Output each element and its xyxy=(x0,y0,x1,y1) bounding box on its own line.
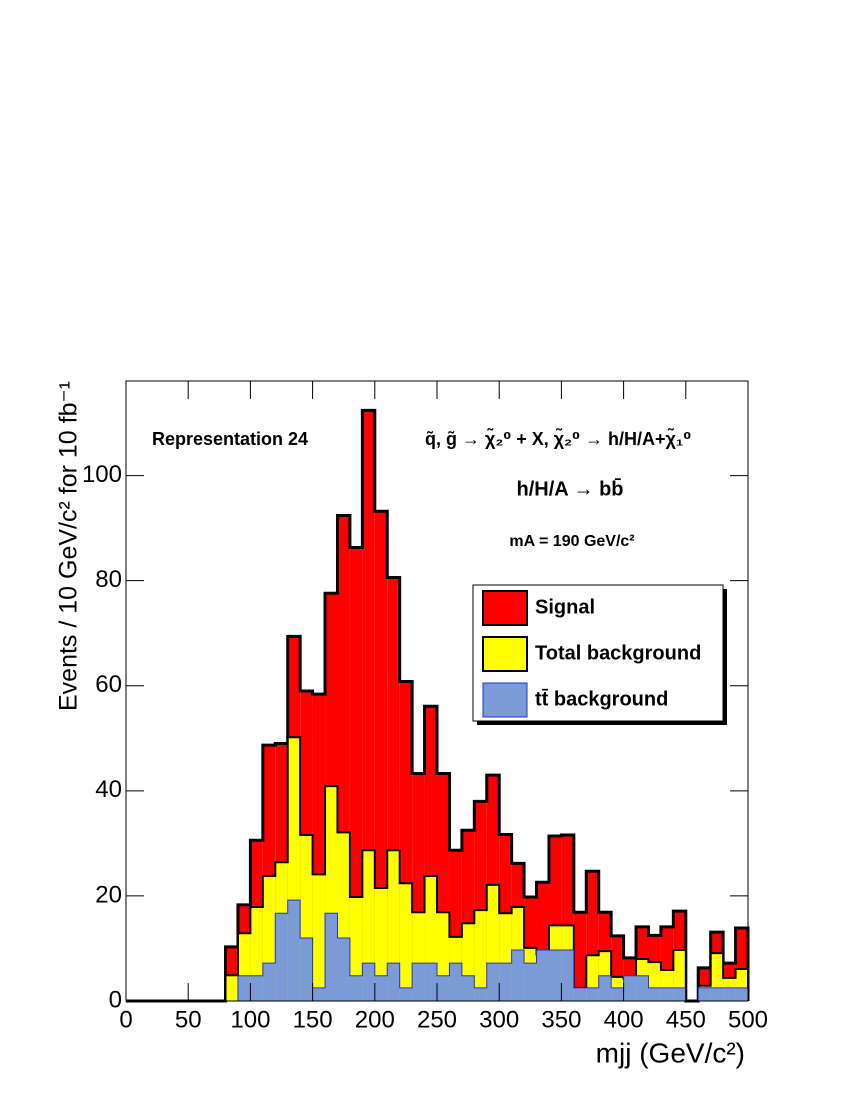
histogram-bar xyxy=(300,937,313,1001)
annotation: h/H/A → bb̄ xyxy=(516,478,623,500)
histogram-bar xyxy=(461,975,475,1001)
annotation: q̃, g̃ → χ̃₂⁰ + X, χ̃₂⁰ → h/H/A+χ̃₁⁰ xyxy=(425,427,691,449)
histogram-bar xyxy=(548,950,562,1001)
histogram-bar xyxy=(573,912,587,1001)
histogram-bar xyxy=(735,987,748,1001)
histogram-bar xyxy=(374,888,388,1001)
histogram-outline xyxy=(126,899,749,1002)
x-tick-label: 100 xyxy=(230,1006,270,1033)
x-tick-label: 250 xyxy=(417,1006,457,1033)
histogram-bar xyxy=(362,963,375,1001)
histogram-bar xyxy=(623,975,637,1001)
x-tick-label: 200 xyxy=(355,1006,395,1033)
histogram-bar xyxy=(349,547,363,1001)
legend-label: tt̄ background xyxy=(535,688,668,710)
x-tick-label: 300 xyxy=(479,1006,519,1033)
legend-label: Total background xyxy=(535,642,701,664)
histogram-bar xyxy=(561,950,574,1001)
histogram-bar xyxy=(312,874,326,1001)
x-tick-label: 150 xyxy=(293,1006,333,1033)
histogram-bar xyxy=(399,987,413,1001)
y-tick-label: 20 xyxy=(95,881,122,908)
histogram-bar xyxy=(349,975,363,1001)
annotation: Representation 24 xyxy=(152,429,308,449)
x-tick-label: 500 xyxy=(728,1006,768,1033)
histogram-bar xyxy=(399,883,413,1001)
histogram-bar xyxy=(337,937,350,1001)
histogram-bar xyxy=(636,975,649,1001)
histogram-bar xyxy=(660,987,674,1001)
x-tick-label: 350 xyxy=(541,1006,581,1033)
histogram-bar xyxy=(225,975,238,1001)
legend-swatch xyxy=(482,590,528,626)
histogram-bar xyxy=(524,963,537,1001)
histogram-bar xyxy=(673,987,686,1001)
y-tick-label: 80 xyxy=(95,566,122,593)
histogram-bar xyxy=(723,987,736,1001)
histogram-bar xyxy=(499,963,512,1001)
y-tick-label: 0 xyxy=(109,986,122,1013)
histogram-bar xyxy=(237,975,251,1001)
histogram-bar xyxy=(698,987,711,1001)
histogram-bar xyxy=(598,975,612,1001)
legend-label: Signal xyxy=(535,596,595,618)
histogram-bar xyxy=(449,963,462,1001)
y-axis-label: Events / 10 GeV/c² for 10 fb⁻¹ xyxy=(55,381,83,711)
annotation: mA = 190 GeV/c² xyxy=(509,533,634,550)
histogram-bar xyxy=(437,975,450,1001)
histogram-bar xyxy=(573,987,587,1001)
histogram-outline xyxy=(126,408,750,1003)
histogram-bar xyxy=(412,963,425,1001)
x-tick-label: 450 xyxy=(666,1006,706,1033)
histogram-bar xyxy=(424,963,437,1001)
histogram-bar xyxy=(262,963,276,1001)
histogram-bar xyxy=(374,511,388,1001)
x-tick-label: 0 xyxy=(119,1006,132,1033)
histogram-outline xyxy=(126,736,749,1002)
histogram-bar xyxy=(474,987,487,1001)
histogram-bar xyxy=(275,913,288,1001)
histogram-bar xyxy=(611,987,624,1001)
histogram-bar xyxy=(648,987,661,1001)
x-axis-label: mjj (GeV/c²) xyxy=(596,1037,745,1068)
histogram-bar xyxy=(474,910,487,1001)
legend-swatch xyxy=(482,636,528,672)
histogram-bar xyxy=(325,913,338,1001)
histogram-bar xyxy=(387,963,400,1001)
histogram-bar xyxy=(536,950,549,1001)
histogram-bar xyxy=(710,987,724,1001)
histogram-bar xyxy=(511,950,525,1001)
legend-swatch xyxy=(482,682,528,718)
histogram-bar xyxy=(287,900,301,1001)
x-tick-label: 400 xyxy=(604,1006,644,1033)
y-tick-label: 40 xyxy=(95,776,122,803)
histogram-bar xyxy=(349,896,363,1001)
y-tick-label: 100 xyxy=(82,461,122,488)
plot-area xyxy=(126,408,750,1003)
histogram-bar xyxy=(486,963,500,1001)
histogram-bar xyxy=(374,975,388,1001)
histogram-bar xyxy=(586,987,599,1001)
histogram-bar xyxy=(250,975,263,1001)
y-tick-label: 60 xyxy=(95,671,122,698)
histogram-bar xyxy=(312,987,326,1001)
x-tick-label: 50 xyxy=(175,1006,202,1033)
